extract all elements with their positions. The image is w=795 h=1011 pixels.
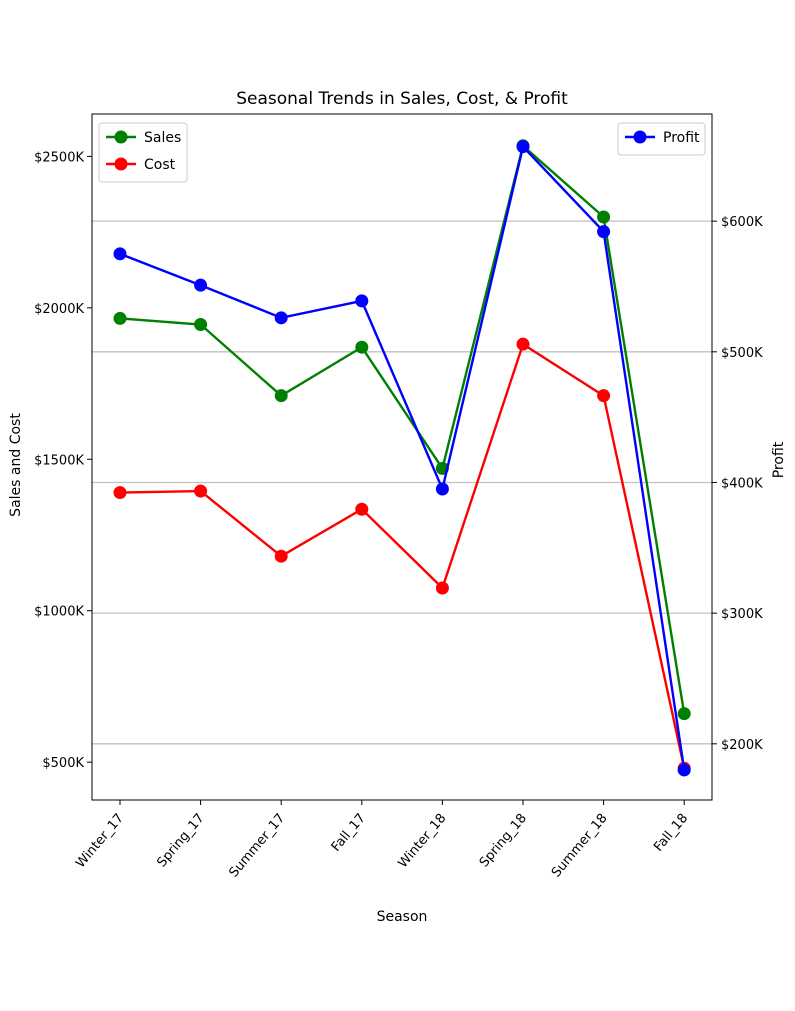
x-tick-label: Summer_18 xyxy=(549,811,611,881)
right-tick-label: $400K xyxy=(721,476,763,491)
right-tick-label: $600K xyxy=(721,215,763,230)
series-sales xyxy=(113,139,691,721)
right-tick-label: $200K xyxy=(721,738,763,753)
series-line-profit xyxy=(119,144,686,771)
legend-marker xyxy=(114,157,128,171)
data-point-cost xyxy=(113,486,127,500)
left-tick-label: $1500K xyxy=(34,453,84,468)
legend-label: Profit xyxy=(663,130,700,146)
data-point-profit xyxy=(355,294,369,308)
data-point-cost xyxy=(274,549,288,563)
plot-frame xyxy=(91,113,713,801)
x-tick-label: Winter_17 xyxy=(73,811,127,871)
data-point-profit xyxy=(677,763,691,777)
data-point-profit xyxy=(274,311,288,325)
data-point-cost xyxy=(435,581,449,595)
x-axis-label: Season xyxy=(377,909,428,925)
data-point-sales xyxy=(677,707,691,721)
data-point-sales xyxy=(355,340,369,354)
right-tick-label: $300K xyxy=(721,607,763,622)
data-point-profit xyxy=(516,140,530,154)
x-tick-label: Fall_18 xyxy=(651,811,691,855)
x-tick-label: Summer_17 xyxy=(227,811,289,881)
series-layer xyxy=(113,139,691,777)
data-point-sales xyxy=(597,210,611,224)
grid-layer xyxy=(92,220,712,745)
left-tick-label: $1000K xyxy=(34,605,84,620)
series-cost xyxy=(113,337,691,775)
legend-marker xyxy=(114,130,128,144)
y-axis-label-left: Sales and Cost xyxy=(8,413,24,517)
data-point-sales xyxy=(274,389,288,403)
legend-right: Profit xyxy=(617,122,706,156)
axis-layer: $200K $300K $400K $500K $600K $500K $1000K $150… xyxy=(34,150,763,880)
series-line-sales xyxy=(119,143,686,714)
x-tick-label: Fall_17 xyxy=(329,811,369,855)
legend-layer: Sales Cost Profit xyxy=(98,122,706,183)
legend-marker xyxy=(633,130,647,144)
data-point-profit xyxy=(113,247,127,261)
data-point-cost xyxy=(597,389,611,403)
data-point-cost xyxy=(516,337,530,351)
y-axis-label-right: Profit xyxy=(771,441,787,478)
left-tick-label: $2000K xyxy=(34,302,84,317)
data-point-sales xyxy=(113,311,127,325)
data-point-sales xyxy=(194,317,208,331)
data-point-profit xyxy=(194,278,208,292)
legend-label: Cost xyxy=(144,157,176,173)
legend-label: Sales xyxy=(144,130,181,146)
data-point-profit xyxy=(597,225,611,239)
chart-title: Seasonal Trends in Sales, Cost, & Profit xyxy=(236,89,568,109)
right-tick-label: $500K xyxy=(721,346,763,361)
left-tick-label: $500K xyxy=(42,756,84,771)
x-tick-label: Spring_17 xyxy=(154,811,207,870)
x-tick-label: Spring_18 xyxy=(477,811,530,870)
x-tick-label: Winter_18 xyxy=(396,811,450,871)
left-tick-label: $2500K xyxy=(34,150,84,165)
data-point-cost xyxy=(355,502,369,516)
series-line-cost xyxy=(119,342,686,769)
series-profit xyxy=(113,140,691,777)
legend-left: Sales Cost xyxy=(98,122,188,183)
data-point-profit xyxy=(435,482,449,496)
data-point-cost xyxy=(194,484,208,498)
